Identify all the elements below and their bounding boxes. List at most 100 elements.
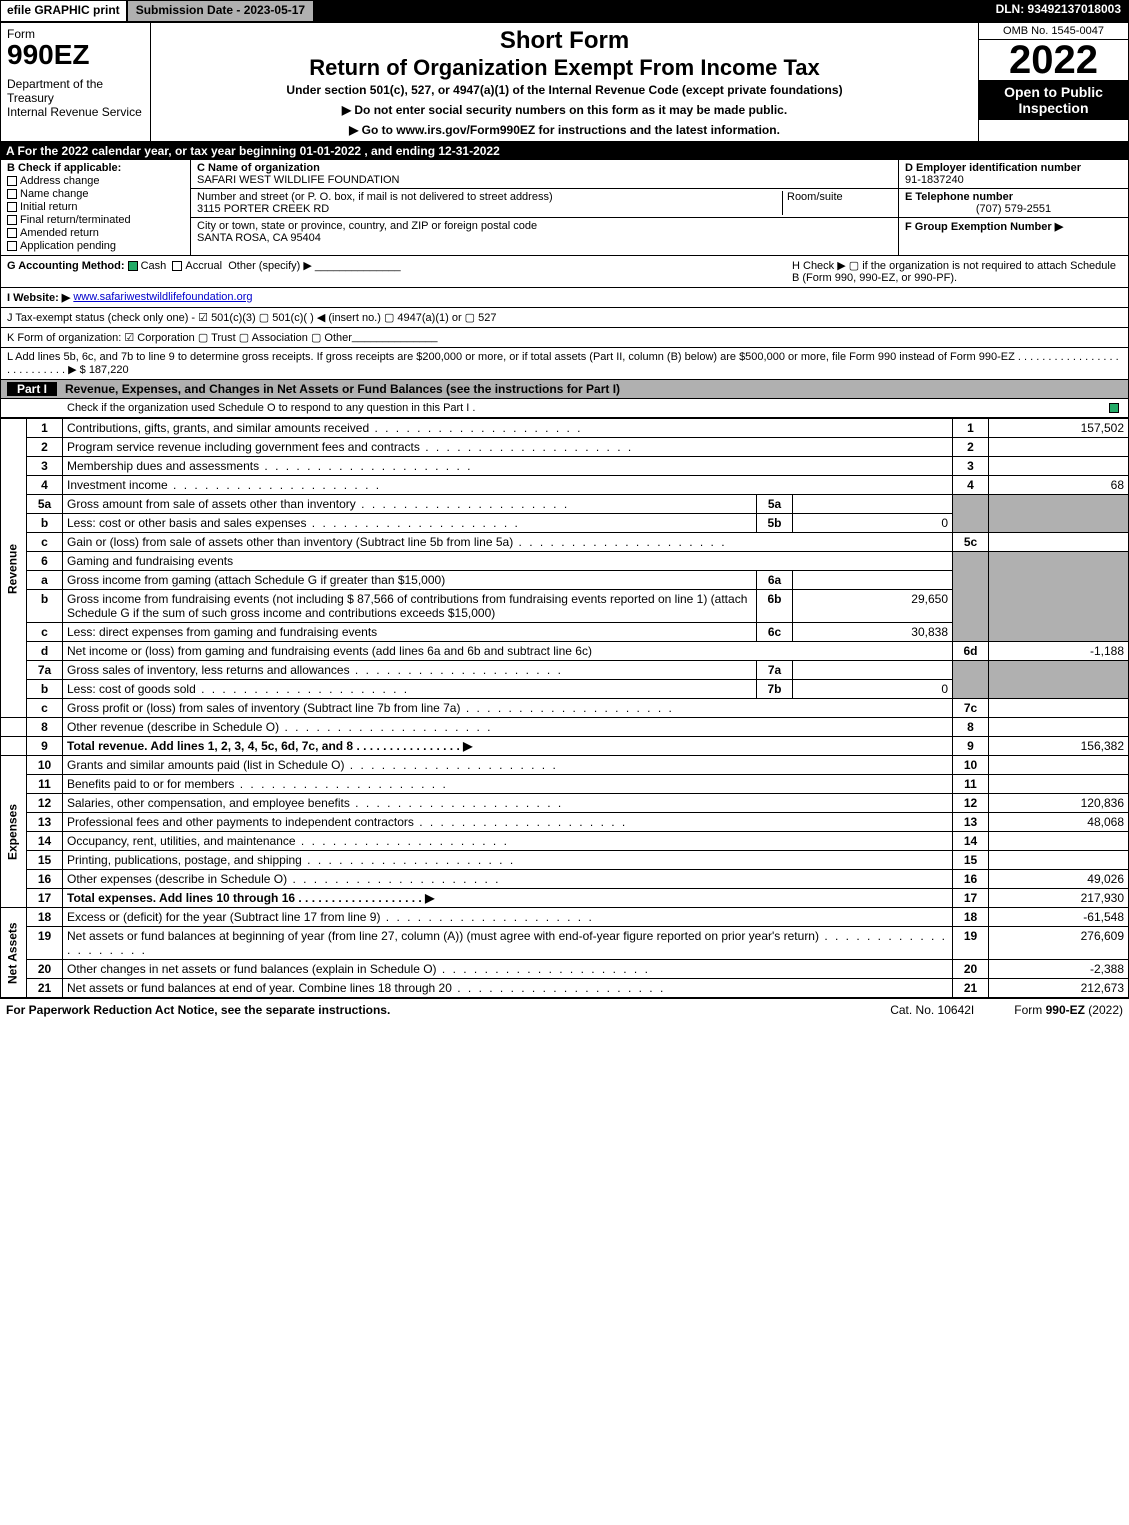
line-16-val: 49,026 bbox=[989, 870, 1129, 889]
cb-name-change[interactable]: Name change bbox=[7, 188, 184, 200]
cb-final-return[interactable]: Final return/terminated bbox=[7, 214, 184, 226]
line-19-desc: Net assets or fund balances at beginning… bbox=[67, 929, 947, 957]
section-def: D Employer identification number 91-1837… bbox=[898, 160, 1128, 255]
line-5c-val bbox=[989, 533, 1129, 552]
line-17-box: 17 bbox=[953, 889, 989, 908]
line-12-num: 12 bbox=[27, 794, 63, 813]
footer-form: Form 990-EZ (2022) bbox=[1014, 1003, 1123, 1017]
line-5b-subval: 0 bbox=[793, 514, 953, 533]
cb-application-pending[interactable]: Application pending bbox=[7, 240, 184, 252]
line-1-val: 157,502 bbox=[989, 419, 1129, 438]
part-i-header: Part I Revenue, Expenses, and Changes in… bbox=[0, 380, 1129, 399]
line-16-desc: Other expenses (describe in Schedule O) bbox=[67, 872, 500, 886]
line-5a-desc: Gross amount from sale of assets other t… bbox=[67, 497, 569, 511]
line-20-num: 20 bbox=[27, 960, 63, 979]
line-7b-num: b bbox=[27, 680, 63, 699]
line-8-box: 8 bbox=[953, 718, 989, 737]
header-center: Short Form Return of Organization Exempt… bbox=[151, 23, 978, 141]
row-k: K Form of organization: ☑ Corporation ▢ … bbox=[0, 328, 1129, 348]
line-7a-sub: 7a bbox=[757, 661, 793, 680]
line-2-num: 2 bbox=[27, 438, 63, 457]
line-10-desc: Grants and similar amounts paid (list in… bbox=[67, 758, 558, 772]
cb-cash[interactable] bbox=[128, 261, 138, 271]
row-i: I Website: ▶ www.safariwestwildlifefound… bbox=[0, 288, 1129, 308]
line-18-val: -61,548 bbox=[989, 908, 1129, 927]
line-2-box: 2 bbox=[953, 438, 989, 457]
line-5b-num: b bbox=[27, 514, 63, 533]
cb-initial-return[interactable]: Initial return bbox=[7, 201, 184, 213]
line-6c-subval: 30,838 bbox=[793, 623, 953, 642]
line-12-desc: Salaries, other compensation, and employ… bbox=[67, 796, 563, 810]
entity-block: B Check if applicable: Address change Na… bbox=[0, 160, 1129, 256]
cb-address-change[interactable]: Address change bbox=[7, 175, 184, 187]
line-18-desc: Excess or (deficit) for the year (Subtra… bbox=[67, 910, 594, 924]
cb-accrual[interactable] bbox=[172, 261, 182, 271]
website-link[interactable]: www.safariwestwildlifefoundation.org bbox=[73, 291, 252, 304]
line-15-val bbox=[989, 851, 1129, 870]
part-i-title: Revenue, Expenses, and Changes in Net As… bbox=[65, 382, 620, 396]
cb-schedule-o[interactable] bbox=[1109, 403, 1119, 413]
line-21-desc: Net assets or fund balances at end of ye… bbox=[67, 981, 665, 995]
section-b-title: B Check if applicable: bbox=[7, 162, 121, 174]
efile-label: efile GRAPHIC print bbox=[0, 0, 127, 22]
line-2-val bbox=[989, 438, 1129, 457]
line-7a-num: 7a bbox=[27, 661, 63, 680]
line-4-desc: Investment income bbox=[67, 478, 381, 492]
open-to-public: Open to Public Inspection bbox=[979, 80, 1128, 120]
short-form-title: Short Form bbox=[159, 27, 970, 55]
header-left: Form 990EZ Department of the Treasury In… bbox=[1, 23, 151, 141]
line-9-val: 156,382 bbox=[989, 737, 1129, 756]
line-6b-desc: Gross income from fundraising events (no… bbox=[63, 590, 757, 623]
telephone: (707) 579-2551 bbox=[905, 203, 1122, 215]
dept: Department of the Treasury bbox=[7, 77, 144, 105]
under-section: Under section 501(c), 527, or 4947(a)(1)… bbox=[159, 83, 970, 97]
line-13-box: 13 bbox=[953, 813, 989, 832]
do-not-enter: ▶ Do not enter social security numbers o… bbox=[159, 103, 970, 117]
irs: Internal Revenue Service bbox=[7, 105, 144, 119]
line-7c-box: 7c bbox=[953, 699, 989, 718]
city: SANTA ROSA, CA 95404 bbox=[197, 232, 321, 244]
line-6c-desc: Less: direct expenses from gaming and fu… bbox=[63, 623, 757, 642]
line-20-val: -2,388 bbox=[989, 960, 1129, 979]
expenses-sidelabel: Expenses bbox=[1, 756, 27, 908]
line-6a-subval bbox=[793, 571, 953, 590]
netassets-sidelabel: Net Assets bbox=[1, 908, 27, 998]
line-5a-num: 5a bbox=[27, 495, 63, 514]
goto-link[interactable]: ▶ Go to www.irs.gov/Form990EZ for instru… bbox=[159, 123, 970, 137]
line-6d-desc: Net income or (loss) from gaming and fun… bbox=[63, 642, 953, 661]
line-17-val: 217,930 bbox=[989, 889, 1129, 908]
cb-amended-return[interactable]: Amended return bbox=[7, 227, 184, 239]
line-7b-subval: 0 bbox=[793, 680, 953, 699]
line-3-desc: Membership dues and assessments bbox=[67, 459, 472, 473]
line-14-desc: Occupancy, rent, utilities, and maintena… bbox=[67, 834, 509, 848]
line-7b-desc: Less: cost of goods sold bbox=[67, 682, 409, 696]
line-5c-desc: Gain or (loss) from sale of assets other… bbox=[67, 535, 727, 549]
line-6c-num: c bbox=[27, 623, 63, 642]
line-11-val bbox=[989, 775, 1129, 794]
tax-year: 2022 bbox=[979, 40, 1128, 80]
page-footer: For Paperwork Reduction Act Notice, see … bbox=[0, 998, 1129, 1021]
c-label: C Name of organization bbox=[197, 162, 320, 174]
g-label: G Accounting Method: bbox=[7, 260, 125, 272]
line-20-box: 20 bbox=[953, 960, 989, 979]
line-12-box: 12 bbox=[953, 794, 989, 813]
row-j: J Tax-exempt status (check only one) - ☑… bbox=[0, 308, 1129, 328]
line-16-box: 16 bbox=[953, 870, 989, 889]
line-21-val: 212,673 bbox=[989, 979, 1129, 998]
line-15-box: 15 bbox=[953, 851, 989, 870]
top-bar: efile GRAPHIC print Submission Date - 20… bbox=[0, 0, 1129, 22]
line-14-val bbox=[989, 832, 1129, 851]
line-9-box: 9 bbox=[953, 737, 989, 756]
line-10-box: 10 bbox=[953, 756, 989, 775]
line-7b-sub: 7b bbox=[757, 680, 793, 699]
line-1-desc: Contributions, gifts, grants, and simila… bbox=[67, 421, 583, 435]
line-13-num: 13 bbox=[27, 813, 63, 832]
line-3-box: 3 bbox=[953, 457, 989, 476]
line-21-num: 21 bbox=[27, 979, 63, 998]
line-9-desc: Total revenue. Add lines 1, 2, 3, 4, 5c,… bbox=[67, 739, 472, 753]
part-i-sub: Check if the organization used Schedule … bbox=[0, 399, 1129, 418]
line-2-desc: Program service revenue including govern… bbox=[67, 440, 633, 454]
line-8-desc: Other revenue (describe in Schedule O) bbox=[67, 720, 492, 734]
footer-left: For Paperwork Reduction Act Notice, see … bbox=[6, 1003, 390, 1017]
section-h: H Check ▶ ▢ if the organization is not r… bbox=[792, 259, 1122, 284]
